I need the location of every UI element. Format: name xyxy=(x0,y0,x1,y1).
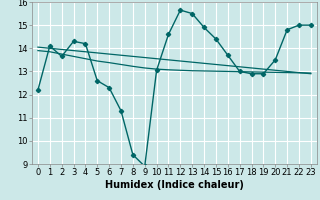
X-axis label: Humidex (Indice chaleur): Humidex (Indice chaleur) xyxy=(105,180,244,190)
